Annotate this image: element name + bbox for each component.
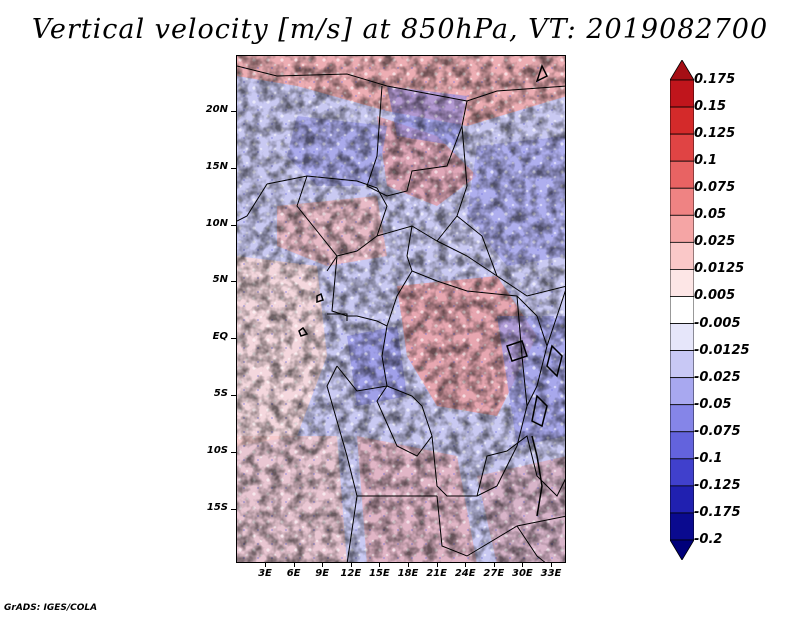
colorbar-label: 0.05 [694, 207, 727, 223]
lon-tick-mark [493, 562, 495, 567]
lon-tick-mark [408, 562, 409, 567]
colorbar-label: -0.1 [694, 450, 723, 466]
lat-tick-mark [231, 167, 236, 169]
lon-tick-mark [522, 562, 524, 567]
colorbar-bin [670, 296, 694, 324]
lon-tick-mark [293, 562, 295, 567]
colorbar [670, 60, 694, 560]
colorbar-bin [670, 404, 694, 433]
lat-tick-label: 20N [205, 104, 228, 115]
lon-tick-label: 30E [512, 568, 533, 579]
lon-tick-label: 27E [483, 568, 505, 579]
colorbar-label: 0.0125 [694, 261, 745, 277]
colorbar-bin [670, 241, 694, 270]
colorbar-label: 0.15 [694, 99, 727, 115]
lon-tick-label: 6E [286, 568, 301, 579]
colorbar-label: 0.1 [694, 153, 718, 169]
lat-tick-mark [231, 508, 236, 510]
colorbar-bin [670, 160, 694, 189]
colorbar-bin [670, 214, 694, 243]
lon-tick-label: 12E [340, 568, 362, 579]
colorbar-bin [670, 512, 694, 541]
lon-tick-label: 21E [426, 568, 447, 579]
lat-tick-label: 15S [206, 501, 228, 513]
map-panel [236, 55, 566, 563]
colorbar-bin [670, 431, 694, 460]
lat-tick-mark [231, 395, 236, 396]
lat-tick-mark [231, 224, 236, 226]
lat-tick-label: 15N [205, 160, 228, 172]
colorbar-label: -0.005 [694, 315, 741, 331]
colorbar-bin [670, 485, 694, 514]
colorbar-label: -0.125 [694, 477, 741, 493]
lon-tick-mark [265, 562, 266, 567]
credit-text: GrADS: IGES/COLA [4, 603, 98, 613]
colorbar-label: -0.05 [694, 396, 732, 412]
lat-tick-mark [231, 281, 236, 283]
colorbar-bottom-arrow [670, 539, 694, 560]
lon-tick-mark [322, 562, 324, 567]
colorbar-label: -0.075 [694, 423, 741, 439]
colorbar-bin [670, 323, 694, 351]
lon-tick-label: 24E [454, 568, 476, 579]
lon-tick-mark [551, 562, 552, 567]
colorbar-label: 0.175 [694, 72, 736, 87]
lat-tick-mark [231, 451, 236, 453]
lon-tick-mark [350, 562, 352, 567]
lon-tick-label: 33E [540, 568, 562, 579]
colorbar-label: -0.025 [694, 369, 741, 385]
colorbar-bin [670, 187, 694, 216]
colorbar-label: 0.125 [694, 126, 736, 142]
colorbar-label: 0.025 [694, 234, 736, 250]
lon-tick-label: 9E [315, 568, 330, 579]
chart-title: Vertical velocity [m/s] at 850hPa, VT: 2… [31, 14, 769, 45]
colorbar-bin [670, 458, 694, 487]
colorbar-top-arrow [670, 60, 694, 81]
colorbar-bin [670, 350, 694, 379]
lat-tick-label: 10S [206, 444, 228, 456]
colorbar-bin [670, 377, 694, 406]
colorbar-bin [670, 133, 694, 162]
lat-tick-label: EQ [212, 331, 228, 343]
lat-tick-label: 5S [213, 388, 228, 399]
lon-tick-label: 3E [258, 568, 272, 579]
lat-tick-mark [231, 338, 236, 340]
lat-tick-label: 10N [205, 217, 228, 229]
lon-tick-mark [436, 562, 438, 567]
colorbar-label: -0.175 [694, 504, 741, 520]
colorbar-bin [670, 269, 694, 297]
lat-tick-mark [231, 111, 236, 112]
colorbar-bin [670, 79, 694, 108]
colorbar-label: 0.075 [694, 180, 736, 196]
map-field [237, 56, 565, 562]
lon-tick-mark [379, 562, 381, 567]
lon-tick-label: 15E [369, 568, 390, 579]
lon-tick-label: 18E [397, 568, 419, 579]
colorbar-bin [670, 106, 694, 135]
lat-tick-label: 5N [212, 274, 228, 286]
colorbar-label: -0.0125 [694, 342, 750, 358]
colorbar-label: 0.005 [694, 288, 736, 304]
lon-tick-mark [465, 562, 467, 567]
colorbar-label: -0.2 [694, 532, 723, 547]
